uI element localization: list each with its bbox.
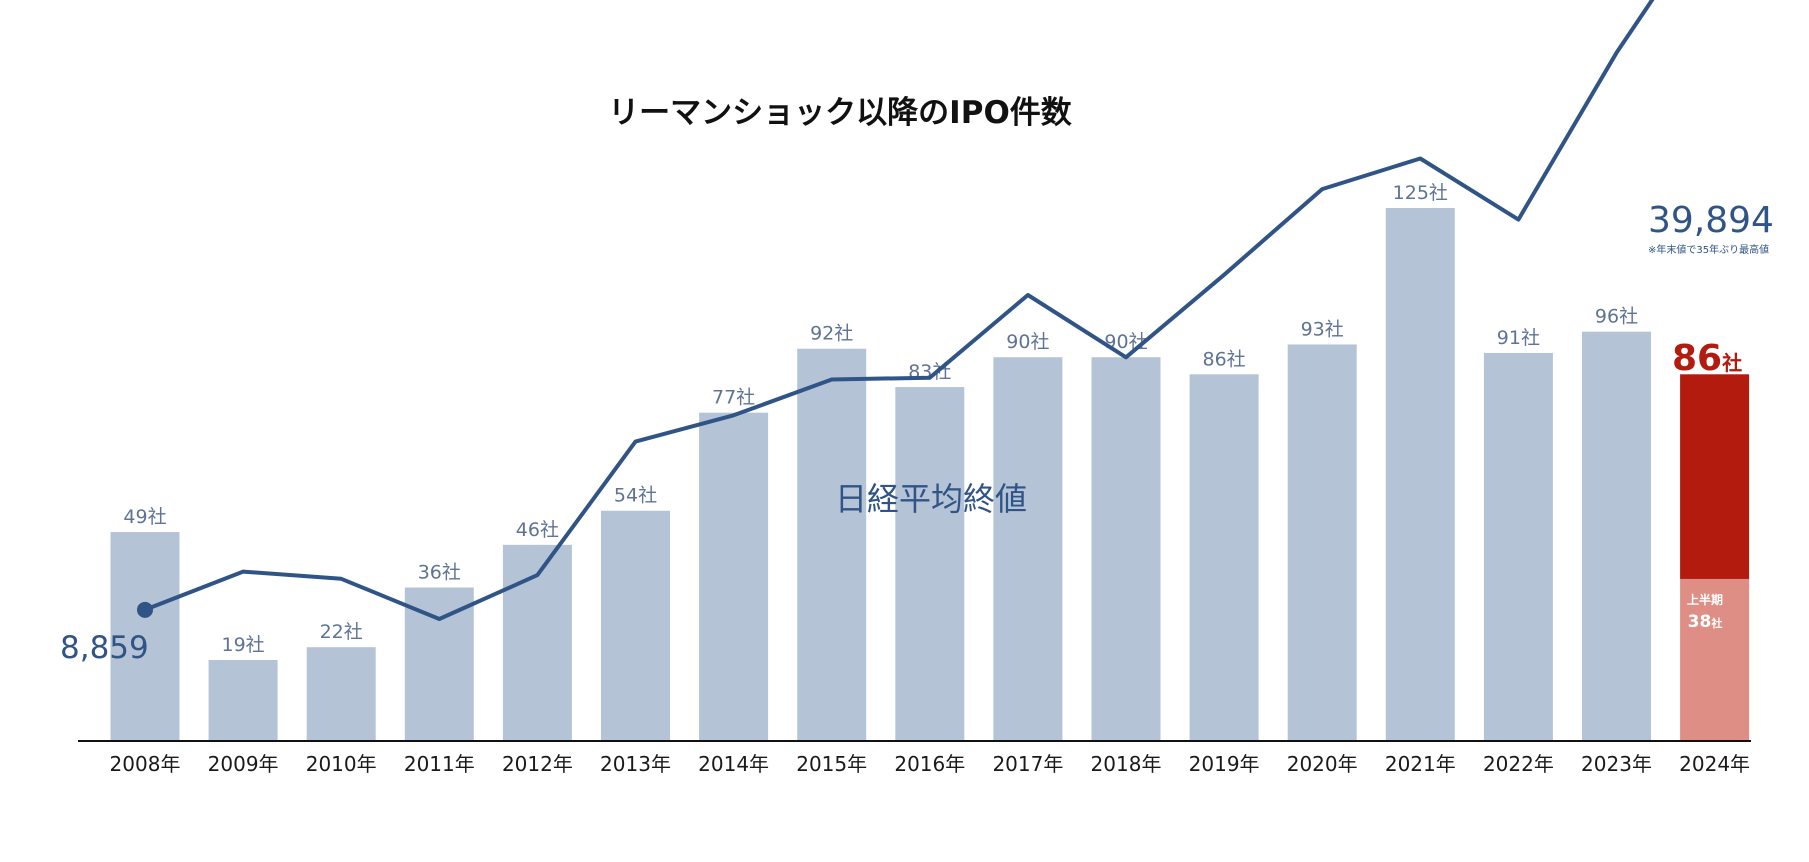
bar-2011年 (404, 587, 474, 741)
x-tick-label: 2019年 (1189, 752, 1260, 776)
bar-value-label: 90社 (1006, 331, 1049, 353)
bar-2012年 (502, 544, 572, 741)
first-half-value-label: 38社 (1688, 612, 1723, 632)
x-tick-label: 2023年 (1581, 752, 1652, 776)
highlight-total-unit: 社 (1721, 351, 1742, 375)
bar-value-label: 125社 (1393, 182, 1448, 204)
first-half-value: 38 (1688, 612, 1712, 632)
bar-value-label: 92社 (810, 323, 853, 345)
bar-2008年 (110, 532, 180, 741)
chart-title: リーマンショック以降のIPO件数 (608, 95, 1072, 131)
bar-2017年 (993, 357, 1063, 741)
bar-2023年 (1582, 331, 1651, 741)
bar-value-label: 54社 (614, 485, 657, 507)
first-half-unit: 社 (1710, 616, 1722, 630)
bar-2018年 (1091, 357, 1161, 741)
first-half-label: 上半期 (1687, 592, 1723, 607)
x-tick-label: 2008年 (110, 752, 181, 776)
bar-value-label: 49社 (123, 506, 166, 528)
bar-2016年 (895, 387, 965, 741)
bar-value-label: 91社 (1497, 327, 1540, 349)
x-ticks-group: 2008年 2009年 2010年 2011年 2012年 2013年 2014年 2015年… (110, 752, 1751, 776)
x-tick-label: 2010年 (306, 752, 377, 776)
x-tick-label: 2015年 (796, 752, 867, 776)
bar-2022年 (1483, 352, 1553, 741)
line-end-note: ※年末値で35年ぶり最高値 (1648, 243, 1769, 256)
x-tick-label: 2011年 (404, 752, 475, 776)
x-tick-label: 2022年 (1483, 752, 1554, 776)
line-end-label: 39,894 (1648, 200, 1774, 241)
bar-value-label: 77社 (712, 387, 755, 409)
x-tick-label: 2017年 (992, 752, 1063, 776)
bar-2021年 (1385, 208, 1455, 741)
bar-value-label: 46社 (516, 519, 559, 541)
nikkei-line (143, 0, 1655, 621)
x-tick-label: 2009年 (208, 752, 279, 776)
bar-2010年 (306, 647, 376, 741)
x-tick-label: 2018年 (1091, 752, 1162, 776)
highlight-total-label: 86社 (1672, 338, 1742, 379)
bar-2014年 (699, 412, 769, 741)
x-tick-label: 2024年 (1679, 752, 1750, 776)
bar-value-label: 19社 (222, 634, 265, 656)
line-start-point (137, 601, 153, 618)
x-tick-label: 2012年 (502, 752, 573, 776)
line-start-label: 8,859 (60, 630, 149, 666)
bar-2009年 (208, 659, 278, 741)
bar-2019年 (1189, 374, 1259, 741)
bar-value-label: 22社 (320, 621, 363, 643)
highlight-total-value: 86 (1672, 338, 1722, 379)
x-tick-label: 2013年 (600, 752, 671, 776)
bars-group (110, 208, 1750, 741)
x-tick-label: 2016年 (894, 752, 965, 776)
bar-value-label: 86社 (1203, 348, 1246, 370)
bar-value-label: 93社 (1301, 318, 1344, 340)
bar-2024年-second-half (1680, 374, 1750, 579)
bar-2013年 (601, 510, 670, 741)
bar-2015年 (797, 348, 867, 741)
line-layer (137, 0, 1655, 621)
x-tick-label: 2014年 (698, 752, 769, 776)
bar-2024年-first-half (1680, 578, 1750, 741)
x-tick-label: 2020年 (1287, 752, 1358, 776)
bar-value-label: 96社 (1595, 306, 1638, 328)
x-tick-label: 2021年 (1385, 752, 1456, 776)
line-series-label: 日経平均終値 (835, 480, 1027, 518)
bar-value-label: 36社 (418, 561, 461, 583)
bar-2020年 (1287, 344, 1357, 741)
